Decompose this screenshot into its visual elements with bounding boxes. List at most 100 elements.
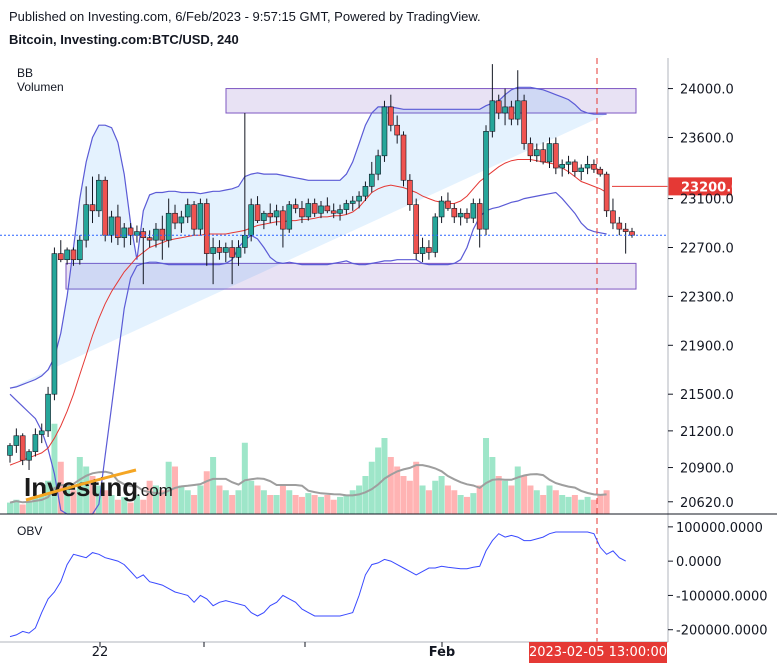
volume-bar <box>463 496 470 514</box>
candle <box>470 198 477 224</box>
volume-bar <box>51 423 58 514</box>
volume-bar <box>229 495 236 514</box>
candle-body <box>616 222 623 230</box>
candle <box>603 171 610 217</box>
candle-body <box>330 210 337 214</box>
volume-bar <box>95 485 102 514</box>
candle-body <box>483 131 489 230</box>
volume-bar <box>7 502 13 514</box>
axis-layer: 24000.0 23600.0 23100.0 22700.0 22300.0 21900… <box>0 58 777 663</box>
volume-bar <box>451 490 458 514</box>
candle <box>140 227 147 285</box>
candle <box>559 159 565 177</box>
volume-bar <box>114 499 121 514</box>
volume-bar <box>527 485 534 514</box>
candle <box>178 210 185 233</box>
candle <box>565 155 572 175</box>
volume-bar <box>400 476 407 514</box>
candle <box>514 70 521 126</box>
candle-body <box>19 435 26 461</box>
volume-bar <box>64 485 71 514</box>
candle <box>394 115 400 144</box>
candle <box>197 198 204 236</box>
volume-bar <box>584 496 591 514</box>
volume-bar <box>178 485 185 514</box>
volume-bar <box>457 495 464 514</box>
logo-swoosh <box>25 468 137 502</box>
candle <box>45 386 51 437</box>
candle-body <box>108 216 115 236</box>
volume-bar <box>318 496 324 514</box>
candle <box>13 428 20 453</box>
candle <box>400 131 407 187</box>
candle-body <box>121 227 128 239</box>
volume-bar <box>330 499 337 514</box>
candle <box>64 247 70 265</box>
volume-bar <box>597 495 604 514</box>
candle <box>26 449 32 470</box>
volume-bar <box>406 480 413 514</box>
candle <box>476 198 483 248</box>
volume-bar <box>286 490 293 514</box>
volume-bar <box>140 499 147 514</box>
volume-bar <box>476 485 483 514</box>
volume-bar <box>540 495 547 514</box>
volume-bar <box>419 485 426 514</box>
candle <box>343 199 350 215</box>
candle <box>419 237 426 263</box>
bb-indicator-label[interactable]: BB <box>17 66 34 80</box>
volume-bar <box>197 485 204 514</box>
volume-bar <box>305 493 312 514</box>
candle-body <box>7 445 13 456</box>
volume-indicator-label[interactable]: Volumen <box>17 80 64 94</box>
candle <box>616 216 623 236</box>
candle-body <box>210 247 216 254</box>
candle <box>19 433 26 466</box>
volume-bar <box>165 461 172 514</box>
candle-body <box>305 203 312 218</box>
volume-bar <box>172 466 179 514</box>
candle <box>527 137 534 162</box>
volume-bar <box>127 502 134 514</box>
volume-bar <box>375 447 382 514</box>
candle <box>191 201 197 236</box>
candle-body <box>388 106 394 126</box>
obv-indicator-label[interactable]: OBV <box>17 524 43 538</box>
bollinger-fill <box>10 87 607 389</box>
volume-bar <box>559 495 566 514</box>
candle <box>540 142 546 165</box>
candle-body <box>280 210 286 230</box>
candle-body <box>514 100 521 120</box>
candle-body <box>96 179 102 212</box>
candle-body <box>432 216 439 253</box>
candle <box>546 137 553 169</box>
candle <box>629 227 635 238</box>
price-tick-label: 24000.0 <box>680 83 734 98</box>
candle-body <box>102 179 109 236</box>
volume-bar <box>571 495 578 514</box>
candle-body <box>235 247 242 258</box>
volume-bar <box>102 490 109 514</box>
candle <box>32 428 39 457</box>
candle <box>584 155 591 175</box>
candle <box>591 159 597 173</box>
candle-body <box>572 161 578 172</box>
candle-body <box>610 210 616 224</box>
volume-bar <box>394 466 401 514</box>
volume-bar <box>311 495 318 514</box>
candle <box>305 198 312 221</box>
volume-bar <box>438 476 445 514</box>
candle <box>578 164 585 181</box>
zone-layer <box>65 88 637 290</box>
candle-body <box>184 204 191 218</box>
volume-bar <box>133 495 140 514</box>
candle <box>292 198 299 214</box>
candle <box>337 204 343 221</box>
candle-body <box>140 231 147 239</box>
volume-bar <box>432 480 439 514</box>
candle <box>254 196 261 224</box>
support-zone <box>65 262 637 290</box>
candle <box>229 240 235 285</box>
candle <box>432 213 439 258</box>
